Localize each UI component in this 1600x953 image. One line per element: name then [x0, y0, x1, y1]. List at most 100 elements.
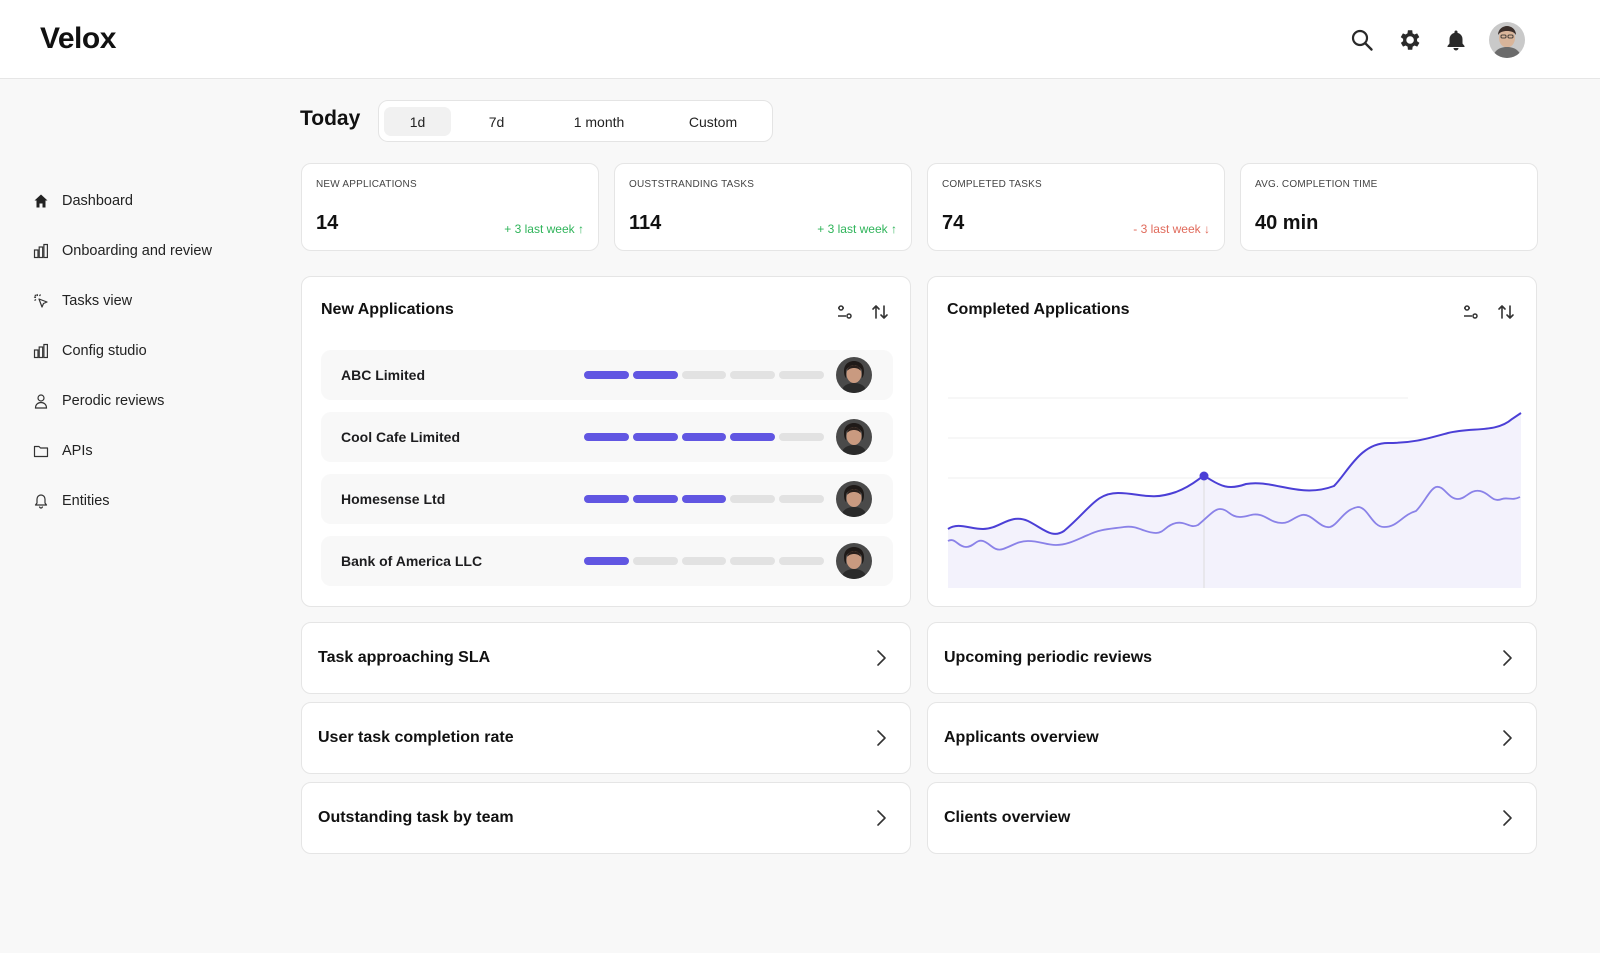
progress-segment-pending: [779, 495, 824, 503]
sidebar-item-entities[interactable]: Entities: [30, 486, 110, 516]
app-logo[interactable]: Velox: [40, 22, 116, 55]
sidebar-item-label: Onboarding and review: [62, 243, 212, 259]
application-row[interactable]: Bank of America LLC: [321, 536, 893, 586]
progress-segment-pending: [779, 371, 824, 379]
period-option-7d[interactable]: 7d: [488, 113, 505, 130]
bell-icon: [30, 490, 52, 512]
highlighted-data-point[interactable]: [1199, 471, 1209, 481]
stat-label: AVG. COMPLETION TIME: [1255, 179, 1378, 190]
stat-value: 74: [942, 212, 965, 234]
search-icon[interactable]: [1348, 26, 1376, 54]
chevron-right-icon: [877, 730, 886, 746]
link-card-title: Upcoming periodic reviews: [944, 649, 1153, 666]
progress-segment-complete: [681, 495, 727, 503]
chevron-right-icon: [1503, 730, 1512, 746]
sidebar-item-label: Tasks view: [62, 293, 133, 309]
sidebar-item-label: APIs: [62, 443, 93, 459]
progress-segment-pending: [730, 557, 776, 565]
link-card-applicants-overview[interactable]: Applicants overview: [927, 702, 1537, 774]
link-card-task-approaching-sla[interactable]: Task approaching SLA: [301, 622, 911, 694]
sidebar-item-label: Entities: [62, 493, 110, 509]
sidebar-item-config-studio[interactable]: Config studio: [30, 336, 147, 366]
folder-icon: [30, 440, 52, 462]
sidebar-item-onboarding[interactable]: Onboarding and review: [30, 236, 212, 266]
stat-value: 14: [316, 212, 339, 234]
top-header: Velox: [0, 0, 1600, 79]
chevron-right-icon: [877, 810, 886, 826]
application-row[interactable]: Cool Cafe Limited: [321, 412, 893, 462]
sort-icon[interactable]: [867, 299, 893, 325]
bell-icon[interactable]: [1442, 26, 1470, 54]
chart-area-fill: [948, 413, 1521, 588]
progress-segment-complete: [632, 371, 678, 379]
progress-segment-complete: [584, 557, 629, 565]
stat-value: 114: [629, 212, 662, 234]
chevron-right-icon: [1503, 810, 1512, 826]
bar-chart-icon: [30, 340, 52, 362]
link-card-outstanding-task-by-team[interactable]: Outstanding task by team: [301, 782, 911, 854]
assignee-avatar[interactable]: [836, 543, 872, 579]
sidebar-item-label: Perodic reviews: [62, 393, 165, 409]
sidebar-item-label: Dashboard: [62, 193, 133, 209]
gear-icon[interactable]: [1395, 26, 1423, 54]
progress-segment-complete: [632, 495, 678, 503]
sidebar-item-dashboard[interactable]: Dashboard: [30, 186, 133, 216]
application-progress: [584, 557, 824, 565]
link-card-title: Outstanding task by team: [318, 809, 514, 826]
stat-delta: + 3 last week ↑: [504, 222, 584, 236]
panel-title: Completed Applications: [947, 301, 1130, 318]
user-icon: [30, 390, 52, 412]
sidebar-item-label: Config studio: [62, 343, 147, 359]
period-option-1-month[interactable]: 1 month: [573, 113, 625, 130]
filter-icon[interactable]: [832, 299, 858, 325]
progress-segment-pending: [681, 371, 727, 379]
stat-delta: - 3 last week ↓: [1133, 222, 1210, 236]
new-applications-panel: New Applications ABC Limited Cool Cafe L…: [301, 276, 911, 607]
home-icon: [30, 190, 52, 212]
sort-icon[interactable]: [1493, 299, 1519, 325]
chevron-right-icon: [1503, 650, 1512, 666]
period-option-custom[interactable]: Custom: [688, 113, 738, 130]
stat-card-new-applications: NEW APPLICATIONS 14 + 3 last week ↑: [301, 163, 599, 251]
page-title: Today: [300, 107, 361, 130]
link-card-title: Task approaching SLA: [318, 649, 491, 666]
completed-applications-panel: Completed Applications: [927, 276, 1537, 607]
application-row[interactable]: ABC Limited: [321, 350, 893, 400]
sidebar-item-periodic-reviews[interactable]: Perodic reviews: [30, 386, 164, 416]
cursor-click-icon: [30, 290, 52, 312]
assignee-avatar[interactable]: [836, 357, 872, 393]
sidebar-item-tasks-view[interactable]: Tasks view: [30, 286, 132, 316]
filter-icon[interactable]: [1458, 299, 1484, 325]
application-name: ABC Limited: [341, 367, 425, 383]
link-card-user-task-completion-rate[interactable]: User task completion rate: [301, 702, 911, 774]
user-avatar[interactable]: [1489, 22, 1525, 58]
chart-series-secondary: [947, 486, 1521, 551]
assignee-avatar[interactable]: [836, 419, 872, 455]
progress-segment-complete: [584, 433, 629, 441]
link-card-upcoming-periodic-reviews[interactable]: Upcoming periodic reviews: [927, 622, 1537, 694]
stat-delta: + 3 last week ↑: [817, 222, 897, 236]
link-card-title: Clients overview: [944, 809, 1071, 826]
link-card-clients-overview[interactable]: Clients overview: [927, 782, 1537, 854]
progress-segment-complete: [632, 433, 678, 441]
progress-segment-complete: [681, 433, 727, 441]
stat-card-outstanding-tasks: OUSTSTRANDING TASKS 114 + 3 last week ↑: [614, 163, 912, 251]
progress-segment-pending: [632, 557, 678, 565]
application-name: Homesense Ltd: [341, 491, 446, 507]
application-progress: [584, 495, 824, 503]
application-row[interactable]: Homesense Ltd: [321, 474, 893, 524]
progress-segment-pending: [681, 557, 727, 565]
progress-segment-pending: [730, 371, 776, 379]
stat-card-completed-tasks: COMPLETED TASKS 74 - 3 last week ↓: [927, 163, 1225, 251]
progress-segment-complete: [730, 433, 776, 441]
assignee-avatar[interactable]: [836, 481, 872, 517]
completed-applications-chart: [947, 397, 1522, 588]
application-name: Cool Cafe Limited: [341, 429, 461, 445]
sidebar-item-apis[interactable]: APIs: [30, 436, 93, 466]
link-card-title: User task completion rate: [318, 729, 514, 746]
stat-value: 40 min: [1255, 212, 1319, 234]
period-selector: 1d 7d 1 month Custom: [378, 100, 773, 142]
progress-segment-pending: [779, 557, 824, 565]
period-option-1d[interactable]: 1d: [384, 107, 451, 136]
progress-segment-complete: [584, 495, 629, 503]
